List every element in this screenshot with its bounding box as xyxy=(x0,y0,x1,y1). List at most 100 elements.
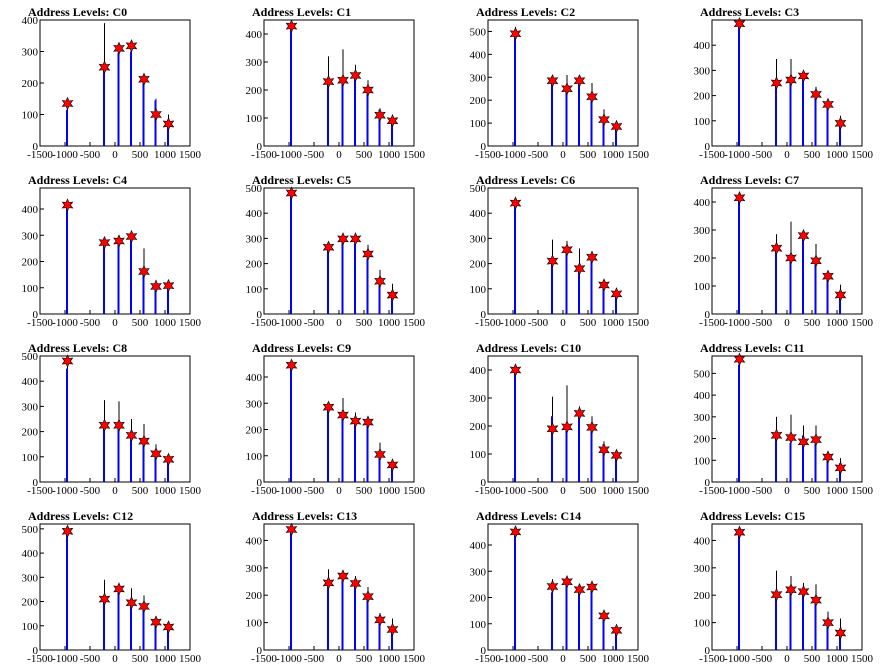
x-tick-label: 500 xyxy=(356,653,373,665)
star-marker xyxy=(138,264,150,279)
y-tick-label: 100 xyxy=(470,284,487,296)
star-marker xyxy=(125,428,138,443)
y-tick-label: 200 xyxy=(470,95,487,107)
star-marker xyxy=(546,422,559,436)
x-tick-label: -500 xyxy=(528,149,549,161)
y-tick-label: 400 xyxy=(470,540,487,552)
y-tick-label: 100 xyxy=(246,113,263,125)
y-tick-label: 200 xyxy=(22,257,39,269)
star-marker xyxy=(349,68,362,83)
y-tick-label: 300 xyxy=(22,230,39,242)
x-tick-label: -1500 xyxy=(251,653,277,665)
x-tick-label: 1500 xyxy=(851,149,874,161)
y-tick-label: 0 xyxy=(257,309,263,321)
y-tick-label: 300 xyxy=(22,401,39,413)
y-tick-label: 100 xyxy=(470,118,487,130)
y-tick-label: 400 xyxy=(246,29,263,41)
star-marker xyxy=(125,39,138,53)
chart-title: Address Levels: C15 xyxy=(700,509,805,523)
x-tick-label: -1000 xyxy=(52,149,78,161)
chart-title: Address Levels: C9 xyxy=(252,341,351,355)
star-marker xyxy=(150,107,162,122)
y-tick-label: 200 xyxy=(470,259,487,271)
x-tick-label: -1500 xyxy=(251,485,277,497)
x-tick-label: 0 xyxy=(336,149,342,161)
x-tick-label: -500 xyxy=(304,485,325,497)
star-marker xyxy=(162,620,175,634)
star-marker xyxy=(785,73,797,87)
x-tick-label: -1000 xyxy=(52,485,78,497)
star-marker xyxy=(362,415,374,429)
star-marker xyxy=(349,414,362,428)
star-marker xyxy=(125,229,138,244)
star-marker xyxy=(834,626,847,640)
x-tick-label: -500 xyxy=(752,317,773,329)
star-marker xyxy=(610,287,623,301)
y-tick-label: 300 xyxy=(22,47,39,59)
star-marker xyxy=(61,198,74,212)
star-marker xyxy=(822,269,834,283)
star-marker xyxy=(98,592,111,606)
x-tick-label: -500 xyxy=(304,653,325,665)
star-marker xyxy=(610,623,623,638)
y-tick-label: 400 xyxy=(22,548,39,560)
x-tick-label: 1500 xyxy=(179,653,202,665)
star-marker xyxy=(322,576,335,590)
y-tick-label: 200 xyxy=(22,597,39,609)
star-marker xyxy=(61,354,74,368)
x-tick-label: -500 xyxy=(304,149,325,161)
x-tick-label: 0 xyxy=(112,317,118,329)
star-marker xyxy=(362,589,374,604)
y-tick-label: 100 xyxy=(246,618,263,630)
star-marker xyxy=(322,400,335,414)
x-tick-label: 0 xyxy=(112,653,118,665)
x-tick-label: 500 xyxy=(580,653,597,665)
x-tick-label: 500 xyxy=(356,485,373,497)
x-tick-label: -1000 xyxy=(500,317,526,329)
x-tick-label: -1500 xyxy=(475,149,501,161)
y-tick-label: 200 xyxy=(246,259,263,271)
star-marker xyxy=(322,74,335,89)
x-tick-label: -1000 xyxy=(500,485,526,497)
chart-panel: Address Levels: C20100200300400500-1500-… xyxy=(470,5,650,161)
x-tick-label: -500 xyxy=(528,317,549,329)
y-tick-label: 0 xyxy=(705,309,711,321)
chart-title: Address Levels: C11 xyxy=(700,341,804,355)
y-tick-label: 100 xyxy=(22,621,39,633)
y-tick-label: 300 xyxy=(470,72,487,84)
x-tick-label: 500 xyxy=(804,653,821,665)
star-marker xyxy=(822,450,834,464)
y-tick-label: 100 xyxy=(694,116,711,128)
x-tick-label: 1500 xyxy=(851,653,874,665)
x-tick-label: -1000 xyxy=(500,653,526,665)
y-tick-label: 300 xyxy=(246,398,263,410)
star-marker xyxy=(797,228,810,243)
star-marker xyxy=(374,447,386,462)
star-marker xyxy=(362,247,374,261)
y-tick-label: 0 xyxy=(257,141,263,153)
x-tick-label: 1000 xyxy=(378,149,401,161)
y-tick-label: 400 xyxy=(22,204,39,216)
star-marker xyxy=(822,615,834,630)
x-tick-label: 0 xyxy=(784,317,790,329)
y-tick-label: 100 xyxy=(694,455,711,467)
x-tick-label: -1000 xyxy=(276,317,302,329)
star-marker xyxy=(797,435,810,449)
x-tick-label: -1500 xyxy=(27,317,53,329)
x-tick-label: 500 xyxy=(804,317,821,329)
x-tick-label: -1000 xyxy=(276,653,302,665)
chart-title: Address Levels: C7 xyxy=(700,173,799,187)
chart-title: Address Levels: C5 xyxy=(252,173,351,187)
star-marker xyxy=(770,587,783,602)
star-marker xyxy=(138,434,150,448)
star-marker xyxy=(573,73,586,88)
x-tick-label: 0 xyxy=(784,149,790,161)
y-tick-label: 100 xyxy=(246,451,263,463)
x-tick-label: 1000 xyxy=(154,317,177,329)
x-tick-label: -1000 xyxy=(52,317,78,329)
chart-panel: Address Levels: C13 0 100 200 300 400 -1500 -10… xyxy=(246,509,426,665)
y-tick-label: 200 xyxy=(22,427,39,439)
y-tick-label: 0 xyxy=(705,645,711,657)
y-tick-label: 500 xyxy=(470,183,487,195)
